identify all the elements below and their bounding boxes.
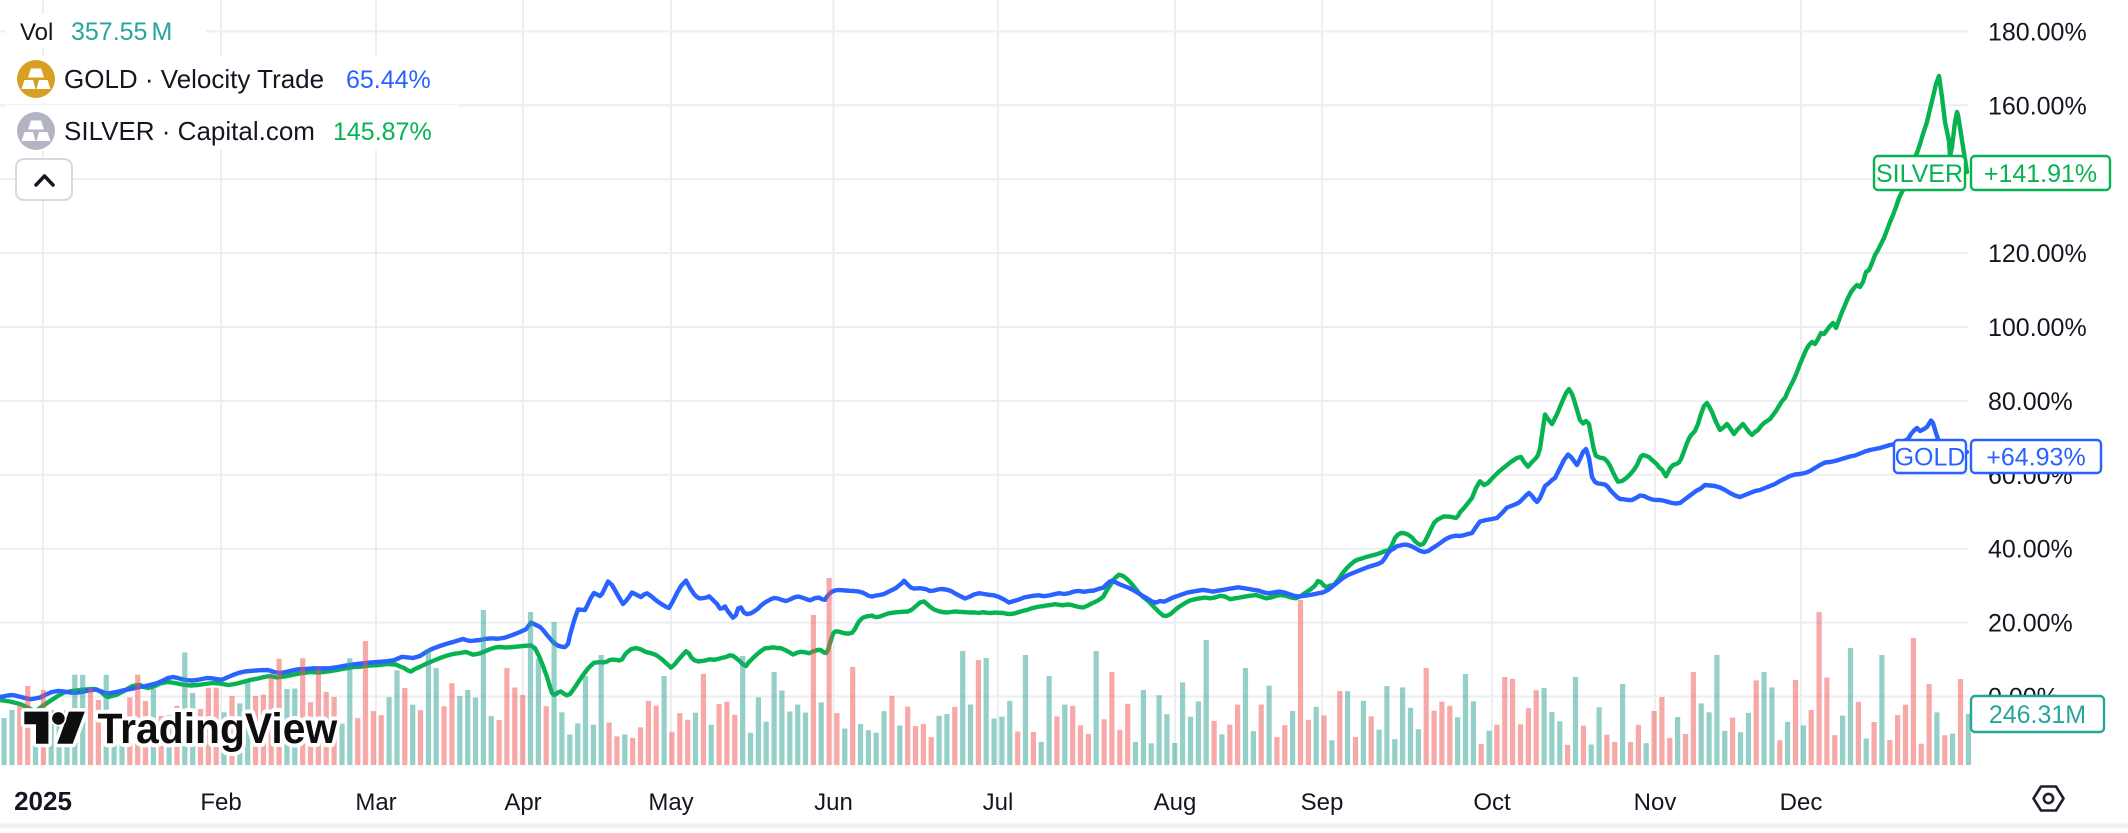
svg-text:160.00%: 160.00% [1988,92,2087,120]
svg-text:Aug: Aug [1154,789,1197,816]
svg-text:246.31M: 246.31M [1989,701,2086,729]
svg-text:Vol: Vol [20,19,53,46]
svg-text:Jun: Jun [814,789,853,816]
svg-text:65.44%: 65.44% [346,66,431,94]
svg-text:TradingView: TradingView [97,704,337,752]
svg-text:20.00%: 20.00% [1988,610,2073,638]
svg-text:180.00%: 180.00% [1988,18,2087,46]
svg-text:GOLD · Velocity Trade: GOLD · Velocity Trade [64,64,324,94]
svg-text:Sep: Sep [1301,789,1344,816]
svg-text:SILVER: SILVER [1876,160,1963,188]
svg-text:145.87%: 145.87% [333,118,432,146]
svg-text:100.00%: 100.00% [1988,314,2087,342]
svg-text:Mar: Mar [355,789,396,816]
svg-text:Apr: Apr [504,789,541,816]
svg-text:Dec: Dec [1780,789,1823,816]
svg-text:Jul: Jul [983,789,1014,816]
svg-text:+64.93%: +64.93% [1986,444,2085,472]
svg-text:Feb: Feb [200,789,241,816]
svg-text:GOLD: GOLD [1895,444,1966,472]
svg-text:357.55M: 357.55 M [71,18,172,46]
svg-text:May: May [648,789,693,816]
svg-text:120.00%: 120.00% [1988,240,2087,268]
svg-text:Nov: Nov [1634,789,1677,816]
svg-text:+141.91%: +141.91% [1984,160,2097,188]
svg-text:Oct: Oct [1473,789,1511,816]
svg-text:80.00%: 80.00% [1988,388,2073,416]
svg-text:40.00%: 40.00% [1988,536,2073,564]
svg-text:SILVER · Capital.com: SILVER · Capital.com [64,116,315,146]
svg-text:2025: 2025 [14,786,72,816]
